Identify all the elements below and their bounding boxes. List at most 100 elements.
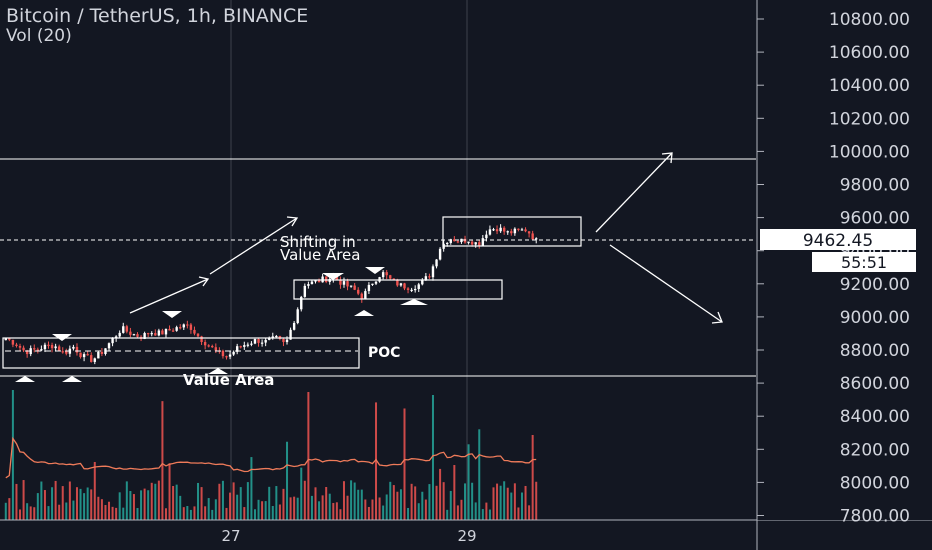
candle-body xyxy=(65,351,68,354)
value-area-box[interactable] xyxy=(2,337,360,369)
price-tick-label: 8800.00 xyxy=(840,341,910,361)
volume-bar xyxy=(207,498,210,520)
candle-body xyxy=(431,266,435,278)
volume-bar xyxy=(22,480,25,520)
price-axis-ticks[interactable]: 10800.00 10600.00 10400.00 10200.00 10000.00… xyxy=(757,10,910,527)
price-tick-label: 10000.00 xyxy=(829,142,910,162)
candle-body xyxy=(11,339,15,345)
candle-body xyxy=(4,338,7,341)
candle-body xyxy=(535,238,538,240)
candle-body xyxy=(61,351,64,353)
volume-bar xyxy=(40,481,43,520)
volume-bar xyxy=(328,493,331,520)
volume-bar xyxy=(471,482,474,520)
volume-bar xyxy=(535,481,538,520)
volume-bar xyxy=(132,494,135,520)
volume-bar xyxy=(474,502,477,520)
candle-body xyxy=(478,242,481,246)
volume-bar xyxy=(100,499,103,520)
volume-bar xyxy=(367,506,370,520)
candle-body xyxy=(460,238,463,243)
volume-ma-line xyxy=(5,436,537,479)
candle-body xyxy=(470,241,474,245)
candle-body xyxy=(232,351,235,355)
volume-bar xyxy=(243,507,246,520)
candle-body xyxy=(513,228,517,234)
candle-body xyxy=(107,343,111,349)
volume-bar xyxy=(261,501,264,520)
candle-body xyxy=(424,276,428,280)
candle-body xyxy=(527,231,531,234)
volume-bar xyxy=(424,499,427,520)
volume-bar xyxy=(350,480,353,520)
middle-range-box[interactable] xyxy=(293,279,503,300)
candle-body xyxy=(524,229,527,232)
candle-body xyxy=(57,346,61,352)
candle-body xyxy=(264,339,267,343)
volume-bar xyxy=(19,509,22,520)
candle-body xyxy=(75,346,79,353)
shifting-value-area-box[interactable] xyxy=(442,216,582,247)
volume-bar xyxy=(51,487,54,520)
volume-bar xyxy=(172,486,175,520)
volume-bar xyxy=(26,503,29,520)
volume-bar xyxy=(278,504,281,520)
volume-bar xyxy=(65,502,68,520)
candle-body xyxy=(182,324,185,328)
volume-bar xyxy=(382,505,385,520)
candle-body xyxy=(79,352,82,358)
candle-body xyxy=(502,227,506,232)
candle-body xyxy=(150,333,153,335)
price-tick-label: 10200.00 xyxy=(829,109,910,129)
volume-bar xyxy=(147,490,150,520)
candle-body xyxy=(114,336,118,339)
candle-body xyxy=(474,242,477,245)
volume-bar xyxy=(339,509,342,520)
candle-body xyxy=(389,275,392,279)
candle-body xyxy=(342,281,346,285)
volume-bar xyxy=(225,507,228,520)
volume-bar xyxy=(154,483,157,520)
candle-body xyxy=(40,349,43,351)
volume-bar xyxy=(300,467,303,520)
volume-bar xyxy=(307,392,310,520)
volume-bar xyxy=(318,501,321,520)
volume-bar xyxy=(282,488,285,520)
volume-bar xyxy=(232,482,235,520)
candle-body xyxy=(271,336,274,339)
volume-bar xyxy=(36,493,39,520)
candle-body xyxy=(168,328,171,331)
candle-body xyxy=(33,348,36,350)
price-tick-label: 8400.00 xyxy=(840,407,910,427)
volume-bar xyxy=(97,496,100,520)
swing-markers xyxy=(15,267,428,382)
candles xyxy=(4,224,538,365)
candle-body xyxy=(118,332,121,337)
volume-bar xyxy=(72,500,75,520)
volume-bar xyxy=(410,483,413,520)
volume-bar xyxy=(464,483,467,520)
candle-body xyxy=(488,229,492,235)
candle-body xyxy=(435,259,438,267)
volume-bar xyxy=(378,497,381,520)
volume-bar xyxy=(136,508,139,520)
candle-body xyxy=(50,344,54,349)
candle-body xyxy=(214,347,218,351)
volume-indicator-label[interactable]: Vol (20) xyxy=(6,26,72,46)
current-price-badge xyxy=(760,229,916,250)
volume-bar xyxy=(200,487,203,520)
candle-body xyxy=(136,334,139,337)
candle-body xyxy=(324,276,328,282)
candle-body xyxy=(186,324,189,326)
volume-bar xyxy=(332,502,335,520)
volume-bar xyxy=(360,489,363,520)
volume-bar xyxy=(481,509,484,520)
candle-body xyxy=(93,358,96,362)
candle-body xyxy=(97,351,100,359)
volume-bar xyxy=(524,485,527,520)
volume-bar xyxy=(118,492,121,520)
volume-bar xyxy=(204,506,207,520)
volume-bar xyxy=(29,506,32,520)
volume-bar xyxy=(289,497,292,520)
